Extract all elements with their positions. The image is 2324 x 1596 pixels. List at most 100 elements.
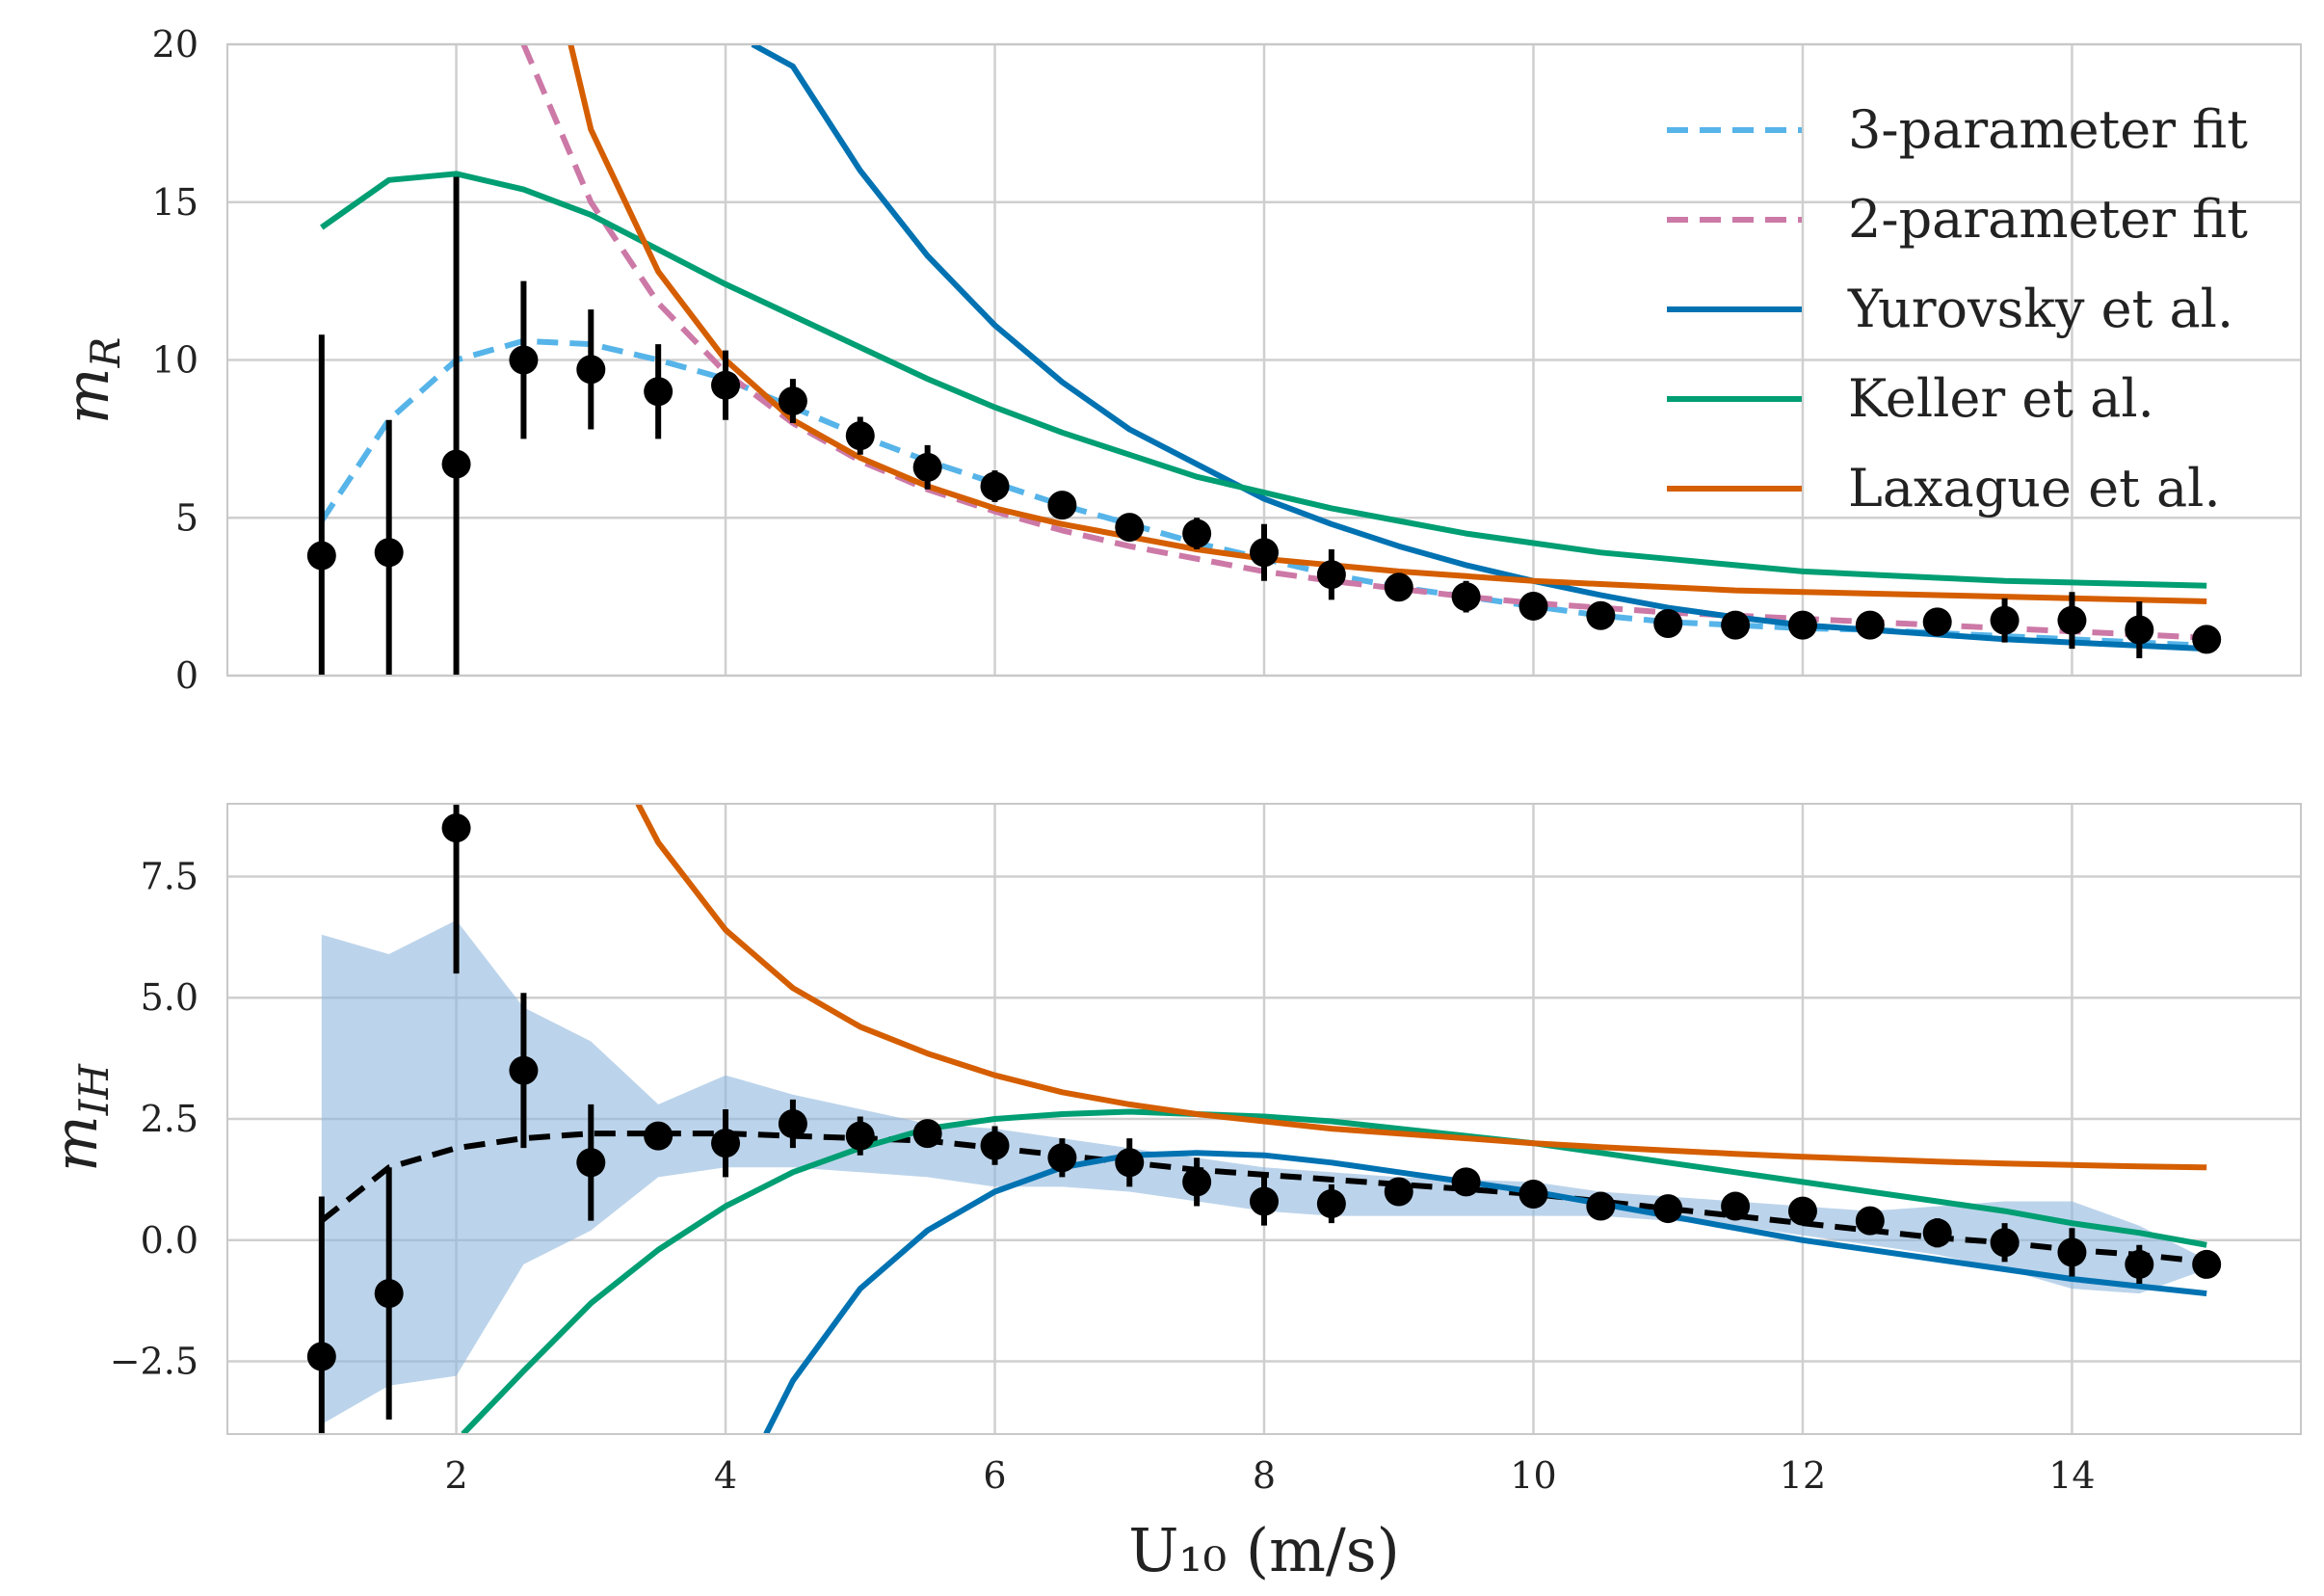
top-data-point — [1182, 519, 1212, 548]
top-points — [306, 345, 2222, 654]
bottom-data-point — [1787, 1196, 1817, 1226]
top-data-point — [509, 345, 539, 375]
bottom-series-fit — [319, 1130, 2207, 1265]
top-data-point — [845, 421, 875, 451]
top-ytick-label: 0 — [175, 654, 198, 697]
bottom-data-point — [1451, 1167, 1481, 1197]
top-data-point — [1316, 560, 1346, 590]
top-data-point — [644, 377, 673, 407]
top-data-point — [711, 370, 741, 400]
top-data-point — [1586, 600, 1616, 630]
top-data-point — [2057, 605, 2087, 635]
bottom-xticks: 2 4 6 8 10 12 14 — [444, 1454, 2095, 1497]
top-ytick-label: 10 — [152, 339, 198, 382]
top-data-point — [1653, 608, 1683, 638]
top-frame — [226, 43, 2302, 677]
legend-label-2-parameter-fit: 2-parameter fit — [1848, 189, 2248, 250]
bottom-xtick-label: 6 — [983, 1454, 1006, 1497]
bottom-data-point — [912, 1119, 942, 1149]
bottom-xtick-label: 2 — [444, 1454, 467, 1497]
bottom-data-point — [1653, 1194, 1683, 1224]
bottom-ytick-label: 2.5 — [141, 1098, 198, 1140]
bottom-yticks: −2.5 0.0 2.5 5.0 7.5 — [110, 855, 198, 1382]
bottom-xtick-label: 10 — [1510, 1454, 1556, 1497]
bottom-xtick-label: 14 — [2048, 1454, 2095, 1497]
legend-label-laxague-et-al: Laxague et al. — [1848, 458, 2221, 519]
top-data-point — [1855, 610, 1885, 640]
bottom-data-point — [441, 813, 471, 843]
bottom-data-point — [1855, 1206, 1885, 1236]
bottom-ytick-label: 0.0 — [141, 1219, 198, 1262]
bottom-series-laxague-et-al — [635, 804, 2207, 1171]
bottom-data-point — [778, 1109, 807, 1139]
bottom-ytick-label: 7.5 — [141, 855, 198, 897]
top-data-point — [1721, 610, 1751, 640]
top-data-point — [1922, 607, 1952, 637]
top-data-point — [1787, 610, 1817, 640]
bottom-data-point — [1250, 1186, 1279, 1216]
top-data-point — [576, 355, 606, 385]
bottom-xtick-label: 8 — [1253, 1454, 1276, 1497]
top-data-point — [2125, 615, 2154, 645]
top-ytick-label: 5 — [175, 496, 198, 539]
top-ylabel: mR — [52, 337, 129, 424]
top-data-point — [912, 452, 942, 482]
bottom-data-point — [2125, 1249, 2154, 1279]
bottom-data-point — [1721, 1191, 1751, 1221]
legend-label-3-parameter-fit: 3-parameter fit — [1848, 99, 2248, 160]
top-data-point — [441, 449, 471, 479]
top-data-point — [374, 538, 404, 568]
top-data-point — [1519, 591, 1548, 621]
bottom-xtick-label: 4 — [714, 1454, 737, 1497]
bottom-data-point — [1384, 1177, 1413, 1207]
bottom-data-point — [2192, 1249, 2222, 1279]
top-data-point — [306, 541, 336, 571]
top-data-point — [1990, 605, 2020, 635]
panel-bottom: −2.5 0.0 2.5 5.0 7.5 2 4 6 8 10 12 14 mIH U₁₀ (m/s… — [40, 803, 2302, 1585]
x-axis-label: U₁₀ (m/s) — [1128, 1515, 1400, 1585]
top-data-point — [980, 471, 1010, 501]
bottom-data-point — [576, 1148, 606, 1178]
top-ytick-label: 20 — [152, 23, 198, 66]
bottom-data-point — [980, 1130, 1010, 1160]
bottom-points — [306, 813, 2222, 1371]
bottom-data-point — [1047, 1143, 1077, 1173]
legend-label-keller-et-al: Keller et al. — [1848, 368, 2154, 429]
bottom-data-point — [1586, 1191, 1616, 1221]
top-series-yurovsky-et-al — [751, 44, 2207, 652]
panel-top: 0 5 10 15 20 mR 3-parameter fit 2-parameter f… — [52, 23, 2302, 697]
bottom-data-point — [1115, 1148, 1145, 1178]
bottom-data-point — [374, 1279, 404, 1309]
top-series-laxague-et-al — [568, 44, 2207, 604]
bottom-data-point — [1922, 1218, 1952, 1248]
bottom-xtick-label: 12 — [1780, 1454, 1826, 1497]
bottom-data-point — [1182, 1167, 1212, 1197]
top-data-point — [1384, 572, 1413, 602]
bottom-data-point — [509, 1055, 539, 1085]
bottom-data-point — [1990, 1228, 2020, 1258]
bottom-data-point — [1316, 1189, 1346, 1219]
bottom-ytick-label: 5.0 — [141, 976, 198, 1019]
bottom-ytick-label: −2.5 — [110, 1341, 198, 1383]
bottom-data-point — [2057, 1237, 2087, 1267]
top-yticks: 0 5 10 15 20 — [152, 23, 198, 697]
top-data-point — [778, 386, 807, 416]
bottom-ylabel: mIH — [40, 1063, 118, 1172]
bottom-data-point — [1519, 1179, 1548, 1209]
bottom-data-point — [306, 1342, 336, 1371]
bottom-frame — [226, 803, 2302, 1435]
top-data-point — [2192, 625, 2222, 654]
bottom-data-point — [644, 1121, 673, 1151]
bottom-series-keller-et-al — [461, 1108, 2207, 1434]
top-data-point — [1047, 491, 1077, 520]
top-data-point — [1451, 582, 1481, 612]
top-data-point — [1250, 538, 1279, 568]
legend: 3-parameter fit 2-parameter fit Yurovsky e… — [1667, 99, 2248, 519]
legend-label-yurovsky-et-al: Yurovsky et al. — [1847, 279, 2233, 339]
top-data-point — [1115, 513, 1145, 543]
bottom-data-point — [711, 1129, 741, 1158]
top-ytick-label: 15 — [152, 181, 198, 224]
bottom-data-point — [845, 1121, 875, 1151]
top-series-keller-et-al — [320, 171, 2207, 589]
